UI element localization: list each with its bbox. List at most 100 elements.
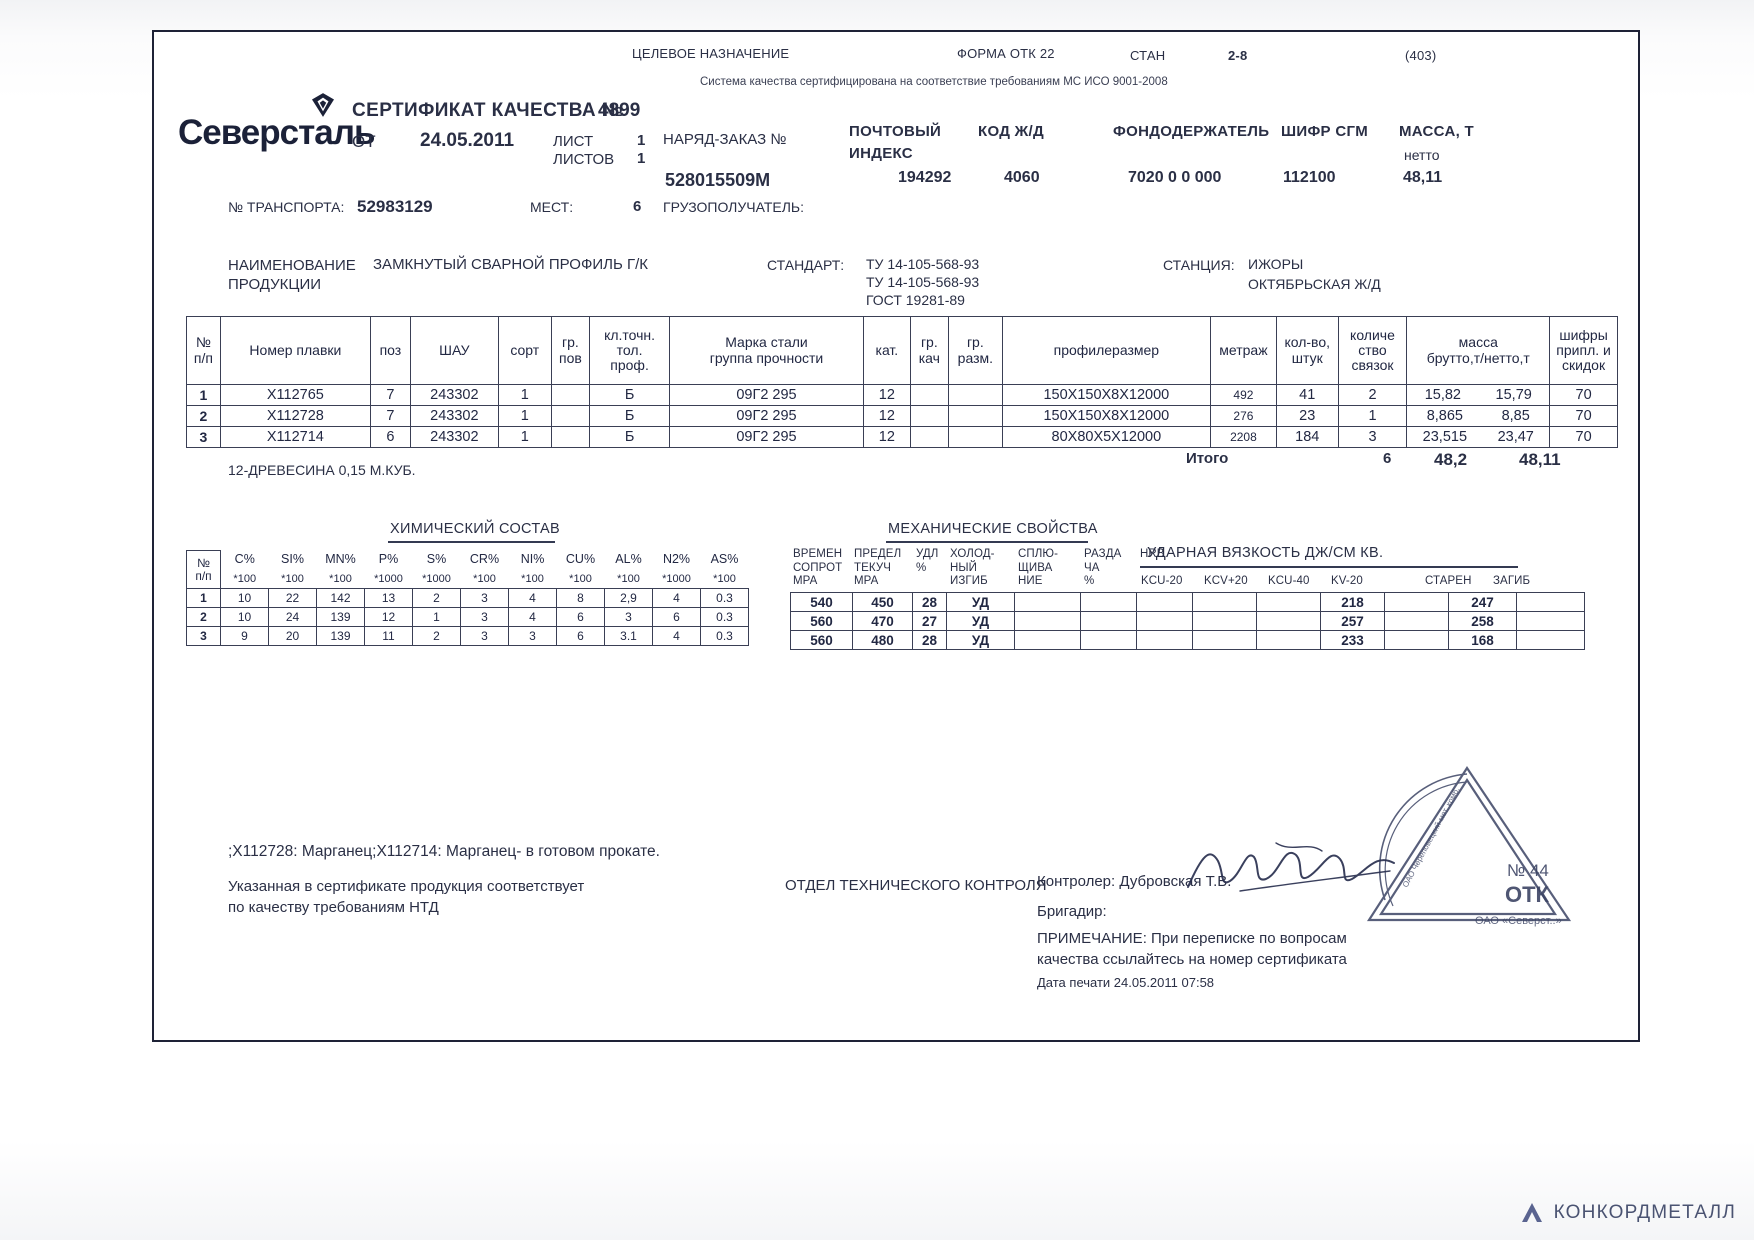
product-name-label-line1: НАИМЕНОВАНИЕ <box>228 257 356 274</box>
chem-cell-as: 0.3 <box>700 626 749 646</box>
chem-multiplier-row: *100 *100 *100 *1000 *1000 *100 *100 *100 *100 *1… <box>187 570 749 589</box>
chem-row: 3 9 20 139 11 2 3 3 6 3.1 4 0.3 <box>186 626 749 646</box>
cell-poz: 6 <box>369 426 411 448</box>
mech-col-header-4: СПЛЮ- ЩИВА НИЕ <box>1018 548 1058 589</box>
product-name-label-line2: ПРОДУКЦИИ <box>228 276 322 293</box>
col-pieces: кол-во, штук <box>1275 316 1339 385</box>
chem-cell-cr: 3 <box>460 588 509 608</box>
cell-sort: 1 <box>497 384 552 406</box>
chem-row: 2 10 24 139 12 1 3 4 6 3 6 0.3 <box>186 607 749 627</box>
mech-hdr-l2: ЧА <box>1084 561 1100 574</box>
mech-cell-elong: 28 <box>912 630 947 650</box>
chem-col-cr: CR% <box>469 552 500 567</box>
mech-hdr-l3: % <box>1084 575 1095 588</box>
places-label: МЕСТ: <box>530 199 574 215</box>
mill-label: СТАН <box>1130 48 1166 63</box>
mech-cell-kcu40: 218 <box>1320 592 1385 612</box>
impact-col-header-4: СТАРЕН <box>1425 575 1472 587</box>
chem-cell-cr: 3 <box>460 626 509 646</box>
mech-hdr-l3: MPA <box>854 575 879 588</box>
cell-gr-kach <box>909 426 949 448</box>
chem-col-si: SI% <box>281 552 304 567</box>
col-shau: ШАУ <box>409 316 499 385</box>
impact-col-header-3: KV-20 <box>1331 575 1363 587</box>
mech-cell-hrb <box>1136 611 1193 631</box>
chem-cell-ni: 4 <box>508 607 557 627</box>
mech-hdr-l2: НЫЙ <box>950 561 978 574</box>
chem-title-rule <box>388 541 555 543</box>
chem-cell-mn: 139 <box>316 626 365 646</box>
mech-cell-bend: УД <box>946 630 1015 650</box>
chem-cell-ni: 3 <box>508 626 557 646</box>
mech-cell-flare <box>1080 611 1137 631</box>
chem-col-al: AL% <box>615 552 642 567</box>
cell-kat: 12 <box>862 426 911 448</box>
otk-stamp: № 44 ОТК ОАО «Северст..» ОАО Череповецки… <box>1366 765 1572 927</box>
sheet-value: 1 <box>637 132 646 149</box>
col-gr-kach: гр. кач <box>909 316 949 385</box>
col-mass: масса брутто,т/нетто,т <box>1406 316 1551 385</box>
chem-cell-n2: 6 <box>652 607 701 627</box>
product-table: № п/п Номер плавки поз ШАУ сорт гр. пов кл… <box>186 316 1618 474</box>
total-net: 48,11 <box>1519 450 1561 469</box>
mech-hdr-l2: ЩИВА <box>1018 561 1053 574</box>
cell-bundles: 2 <box>1337 384 1408 406</box>
impact-title: УДАРНАЯ ВЯЗКОСТЬ ДЖ/СМ КВ. <box>1147 545 1384 561</box>
mech-hdr-l1: ХОЛОД- <box>950 548 995 560</box>
stamp-otk-text: ОТК <box>1505 882 1550 907</box>
cell-gr-pov <box>550 426 591 448</box>
fundholder-value: 7020 0 0 000 <box>1128 169 1222 186</box>
chem-row: 1 10 22 142 13 2 3 4 8 2,9 4 0.3 <box>186 588 749 608</box>
remark-line2: качества ссылайтесь на номер сертификата <box>1037 951 1347 968</box>
certificate-title: СЕРТИФИКАТ КАЧЕСТВА № <box>352 100 624 121</box>
cell-mass-net: 8,85 <box>1501 408 1530 424</box>
mass-value: 48,11 <box>1403 169 1443 186</box>
manganese-note: ;X112728: Марганец;X112714: Марганец- в … <box>228 843 660 860</box>
transport-value: 52983129 <box>357 197 433 216</box>
mech-col-header-5: РАЗДА ЧА% <box>1084 548 1121 589</box>
fundholder-label: ФОНДОДЕРЖАТЕЛЬ <box>1113 123 1270 140</box>
chem-cell-si: 20 <box>268 626 317 646</box>
table-row: 3 X112714 6 243302 1 Б 09Г2 295 12 80X80X5X12000… <box>186 426 1618 448</box>
foreman-line: Бригадир: <box>1037 903 1107 920</box>
mech-hdr-l2: ТЕКУЧ <box>854 561 891 574</box>
mech-col-header-2: УДЛ% <box>916 548 938 575</box>
mech-cell-kcv20 <box>1256 611 1321 631</box>
chem-cell-no: 2 <box>186 607 221 627</box>
print-date: Дата печати 24.05.2011 07:58 <box>1037 975 1215 990</box>
chem-col-s: S% <box>426 552 447 567</box>
mech-cell-kcu20 <box>1192 630 1257 650</box>
cell-sort: 1 <box>497 426 552 448</box>
mass-label: МАССА, Т <box>1399 123 1474 140</box>
totals-cell <box>948 448 1002 474</box>
mech-col-header-0: ВРЕМЕН СОПРОТ MPA <box>793 548 842 589</box>
chem-multiplier-7: *100 <box>569 572 592 585</box>
mill-value: 2-8 <box>1228 48 1248 63</box>
chem-col-ni: NI% <box>520 552 545 567</box>
chem-cell-as: 0.3 <box>700 607 749 627</box>
col-gr-pov: гр. пов <box>550 316 591 385</box>
cell-heat: X112728 <box>219 405 371 427</box>
mech-title-rule <box>886 541 1088 543</box>
mech-hdr-l1: СПЛЮ- <box>1018 548 1059 560</box>
chem-title: ХИМИЧЕСКИЙ СОСТАВ <box>390 521 560 537</box>
cell-poz: 7 <box>369 405 411 427</box>
cell-mass-gross: 23,515 <box>1422 429 1468 445</box>
stamp-number-text: № 44 <box>1507 861 1549 880</box>
col-accuracy: кл.точн. тол. проф. <box>589 316 671 385</box>
mech-cell-kv20 <box>1384 611 1449 631</box>
qc-department: ОТДЕЛ ТЕХНИЧЕСКОГО КОНТРОЛЯ <box>785 877 1047 894</box>
col-heat: Номер плавки <box>219 316 371 385</box>
chem-multiplier-3: *1000 <box>374 572 403 585</box>
mech-hdr-l1: ВРЕМЕН <box>793 548 843 560</box>
cell-pieces: 41 <box>1275 384 1339 406</box>
cell-poz: 7 <box>369 384 411 406</box>
mech-cell-kcu20 <box>1192 611 1257 631</box>
consignee-label: ГРУЗОПОЛУЧАТЕЛЬ: <box>663 199 804 215</box>
sheets-value: 1 <box>637 150 646 167</box>
mech-cell-zagib <box>1516 592 1585 612</box>
total-gross: 48,2 <box>1434 450 1468 469</box>
cell-bundles: 3 <box>1337 426 1408 448</box>
mech-hdr-l2: СОПРОТ <box>793 561 843 574</box>
wood-note: 12-ДРЕВЕСИНА 0,15 М.КУБ. <box>228 462 416 478</box>
